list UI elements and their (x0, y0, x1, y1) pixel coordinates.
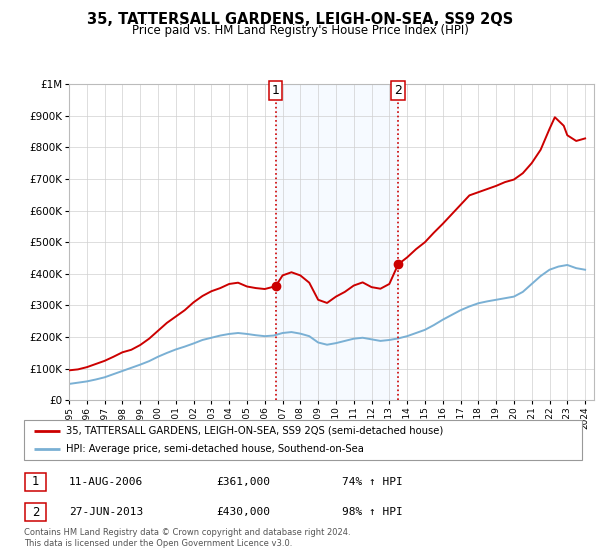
Bar (275, 84, 398, 400)
Text: 74% ↑ HPI: 74% ↑ HPI (342, 477, 403, 487)
Text: 2: 2 (394, 84, 402, 97)
Text: £361,000: £361,000 (216, 477, 270, 487)
Text: 1: 1 (272, 84, 280, 97)
Text: HPI: Average price, semi-detached house, Southend-on-Sea: HPI: Average price, semi-detached house,… (66, 445, 364, 454)
Text: Contains HM Land Registry data © Crown copyright and database right 2024.
This d: Contains HM Land Registry data © Crown c… (24, 528, 350, 548)
Text: 35, TATTERSALL GARDENS, LEIGH-ON-SEA, SS9 2QS: 35, TATTERSALL GARDENS, LEIGH-ON-SEA, SS… (87, 12, 513, 27)
Text: £430,000: £430,000 (216, 507, 270, 517)
Text: 11-AUG-2006: 11-AUG-2006 (69, 477, 143, 487)
Text: 98% ↑ HPI: 98% ↑ HPI (342, 507, 403, 517)
Text: 1: 1 (32, 475, 39, 488)
Text: Price paid vs. HM Land Registry's House Price Index (HPI): Price paid vs. HM Land Registry's House … (131, 24, 469, 36)
Text: 35, TATTERSALL GARDENS, LEIGH-ON-SEA, SS9 2QS (semi-detached house): 35, TATTERSALL GARDENS, LEIGH-ON-SEA, SS… (66, 426, 443, 436)
Text: 2: 2 (32, 506, 39, 519)
Text: 27-JUN-2013: 27-JUN-2013 (69, 507, 143, 517)
